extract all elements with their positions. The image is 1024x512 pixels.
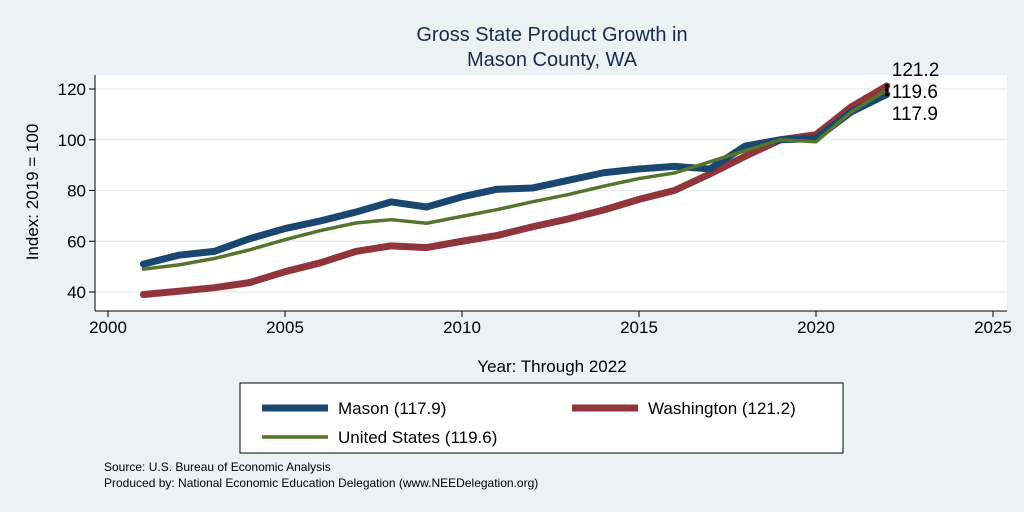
y-tick-label: 100 [58, 131, 86, 150]
y-tick-label: 120 [58, 80, 86, 99]
legend [239, 382, 844, 454]
plot-area [95, 75, 1007, 311]
legend-label-1: Washington (121.2) [648, 399, 796, 418]
end-point-1 [884, 83, 889, 88]
legend-label-2: United States (119.6) [338, 428, 497, 447]
x-tick-label: 2000 [89, 318, 127, 337]
end-label-2: 119.6 [892, 82, 938, 103]
chart-title-line2: Mason County, WA [467, 49, 638, 71]
produced-by-note: Produced by: National Economic Education… [104, 476, 538, 490]
end-point-2 [884, 88, 889, 93]
end-point-0 [884, 92, 889, 97]
y-tick-label: 60 [67, 232, 86, 251]
series-line-1 [139, 82, 891, 299]
x-tick-label: 2005 [266, 318, 304, 337]
legend-label-0: Mason (117.9) [338, 399, 446, 418]
x-tick-label: 2015 [620, 318, 658, 337]
x-axis-label: Year: Through 2022 [477, 357, 626, 376]
x-tick-label: 2020 [797, 318, 835, 337]
chart-title-line1: Gross State Product Growth in [416, 24, 687, 46]
y-tick-label: 80 [67, 182, 86, 201]
y-tick-label: 40 [67, 283, 86, 302]
end-label-1: 121.2 [892, 60, 940, 81]
y-axis-label: Index: 2019 = 100 [23, 124, 42, 261]
source-note: Source: U.S. Bureau of Economic Analysis [104, 460, 331, 474]
x-tick-label: 2025 [974, 318, 1012, 337]
series-line-0 [139, 90, 891, 268]
end-label-0: 117.9 [892, 104, 938, 125]
series-line-2 [141, 88, 889, 271]
x-tick-label: 2010 [443, 318, 481, 337]
